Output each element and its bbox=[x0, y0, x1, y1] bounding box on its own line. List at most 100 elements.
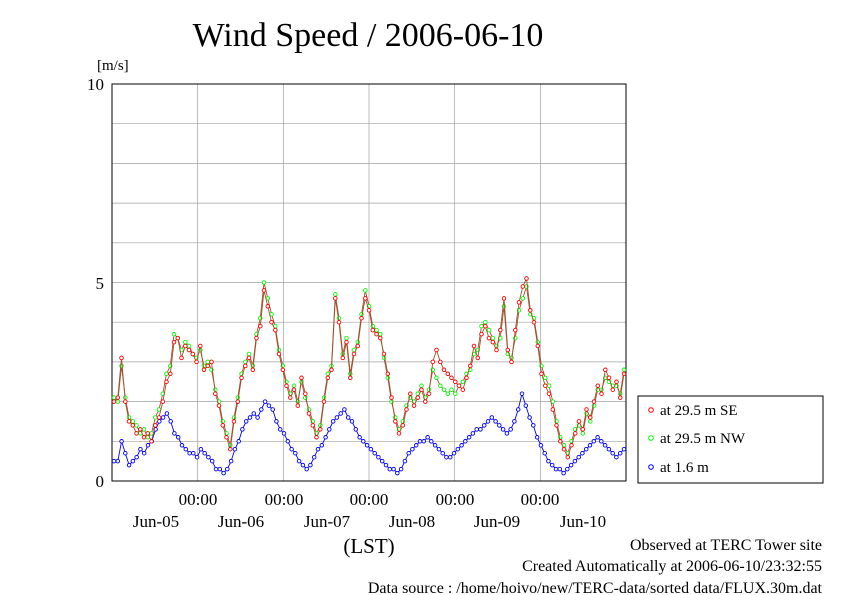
legend: at 29.5 m SE at 29.5 m NW at 1.6 m bbox=[648, 403, 746, 476]
data-point-series-2 bbox=[436, 446, 442, 452]
data-point-series-2 bbox=[504, 431, 510, 436]
data-point-series-0 bbox=[145, 431, 151, 436]
data-point-series-1 bbox=[546, 383, 552, 388]
data-point-series-0 bbox=[231, 419, 237, 424]
data-point-series-0 bbox=[239, 375, 244, 381]
data-point-series-0 bbox=[430, 359, 436, 365]
data-point-series-0 bbox=[479, 331, 484, 337]
data-point-series-0 bbox=[213, 391, 218, 396]
data-point-series-2 bbox=[580, 450, 585, 456]
data-point-series-2 bbox=[361, 439, 366, 444]
data-point-series-0 bbox=[220, 423, 226, 428]
data-point-series-0 bbox=[333, 296, 338, 301]
data-point-series-0 bbox=[153, 423, 158, 428]
data-point-series-2 bbox=[183, 446, 189, 452]
data-point-series-2 bbox=[277, 427, 283, 432]
data-point-series-0 bbox=[393, 419, 398, 424]
data-point-series-0 bbox=[438, 359, 443, 365]
data-point-series-2 bbox=[557, 466, 563, 472]
data-point-series-2 bbox=[119, 439, 124, 444]
data-point-series-2 bbox=[512, 419, 517, 424]
data-point-series-0 bbox=[614, 379, 619, 385]
data-point-series-2 bbox=[595, 435, 600, 440]
data-point-series-0 bbox=[160, 399, 166, 404]
data-point-series-1 bbox=[479, 323, 484, 329]
data-point-series-0 bbox=[591, 399, 597, 404]
data-point-series-0 bbox=[509, 359, 514, 365]
data-point-series-2 bbox=[617, 450, 623, 456]
data-point-series-0 bbox=[250, 367, 256, 373]
data-point-series-0 bbox=[119, 355, 124, 361]
data-point-series-2 bbox=[191, 450, 196, 456]
data-point-series-0 bbox=[449, 375, 454, 381]
data-point-series-2 bbox=[138, 446, 143, 452]
data-point-series-2 bbox=[368, 446, 374, 452]
data-point-series-0 bbox=[621, 371, 627, 377]
x-date-label-jun10: Jun-10 bbox=[560, 512, 606, 531]
data-point-series-0 bbox=[561, 446, 567, 452]
y-tick-label-10: 10 bbox=[87, 75, 104, 94]
data-point-series-0 bbox=[344, 339, 349, 345]
data-point-series-2 bbox=[546, 458, 551, 464]
data-point-series-0 bbox=[595, 383, 601, 388]
data-point-series-2 bbox=[500, 427, 506, 432]
data-point-series-2 bbox=[300, 462, 306, 468]
data-point-series-1 bbox=[621, 367, 627, 373]
data-point-series-0 bbox=[400, 423, 406, 428]
data-point-series-0 bbox=[535, 343, 541, 349]
legend-label-se: at 29.5 m SE bbox=[660, 403, 738, 419]
data-point-series-1 bbox=[460, 379, 466, 385]
data-point-series-1 bbox=[134, 423, 139, 428]
data-point-series-2 bbox=[602, 443, 608, 448]
data-point-series-2 bbox=[376, 454, 381, 460]
data-point-series-2 bbox=[444, 454, 449, 460]
data-point-series-0 bbox=[235, 399, 241, 404]
data-point-series-0 bbox=[175, 335, 181, 341]
data-point-series-2 bbox=[463, 439, 468, 444]
data-point-series-0 bbox=[254, 335, 259, 341]
data-point-series-2 bbox=[323, 435, 328, 440]
data-point-series-0 bbox=[565, 454, 571, 460]
data-point-series-0 bbox=[588, 415, 593, 420]
data-point-series-2 bbox=[285, 439, 291, 444]
data-point-series-2 bbox=[515, 407, 521, 412]
data-point-series-0 bbox=[363, 296, 368, 301]
data-point-series-0 bbox=[134, 431, 139, 436]
data-point-series-1 bbox=[486, 327, 492, 333]
data-point-series-0 bbox=[460, 387, 466, 392]
data-point-series-2 bbox=[187, 450, 192, 456]
data-point-series-2 bbox=[232, 446, 238, 452]
data-point-series-0 bbox=[606, 375, 612, 381]
data-point-series-2 bbox=[160, 415, 166, 420]
data-point-series-1 bbox=[291, 383, 297, 388]
data-point-series-0 bbox=[554, 423, 559, 428]
data-point-series-0 bbox=[216, 403, 222, 408]
data-point-series-1 bbox=[171, 331, 177, 337]
data-point-series-0 bbox=[366, 308, 372, 313]
data-point-series-0 bbox=[531, 319, 537, 325]
data-point-series-1 bbox=[449, 387, 454, 392]
data-point-series-0 bbox=[408, 391, 413, 396]
x-time-label-1: 00:00 bbox=[179, 490, 218, 509]
data-point-series-2 bbox=[519, 391, 525, 396]
data-point-series-1 bbox=[153, 415, 158, 420]
data-point-series-2 bbox=[349, 419, 355, 424]
x-date-label-jun05: Jun-05 bbox=[133, 512, 179, 531]
data-point-series-2 bbox=[583, 446, 589, 452]
data-point-series-0 bbox=[378, 335, 383, 341]
data-point-series-0 bbox=[198, 343, 203, 349]
data-point-series-2 bbox=[417, 439, 423, 444]
data-point-series-1 bbox=[246, 351, 252, 357]
data-point-series-0 bbox=[543, 383, 548, 388]
data-point-series-2 bbox=[123, 450, 128, 456]
data-point-series-2 bbox=[425, 435, 430, 440]
data-point-series-2 bbox=[470, 431, 476, 436]
data-point-series-2 bbox=[493, 419, 498, 424]
legend-marker-1 bbox=[648, 435, 654, 441]
data-point-series-0 bbox=[389, 395, 394, 400]
data-point-series-0 bbox=[370, 327, 376, 333]
data-point-series-0 bbox=[340, 355, 346, 361]
data-point-series-0 bbox=[194, 359, 199, 365]
data-point-series-2 bbox=[466, 435, 472, 440]
data-point-series-2 bbox=[440, 450, 445, 456]
